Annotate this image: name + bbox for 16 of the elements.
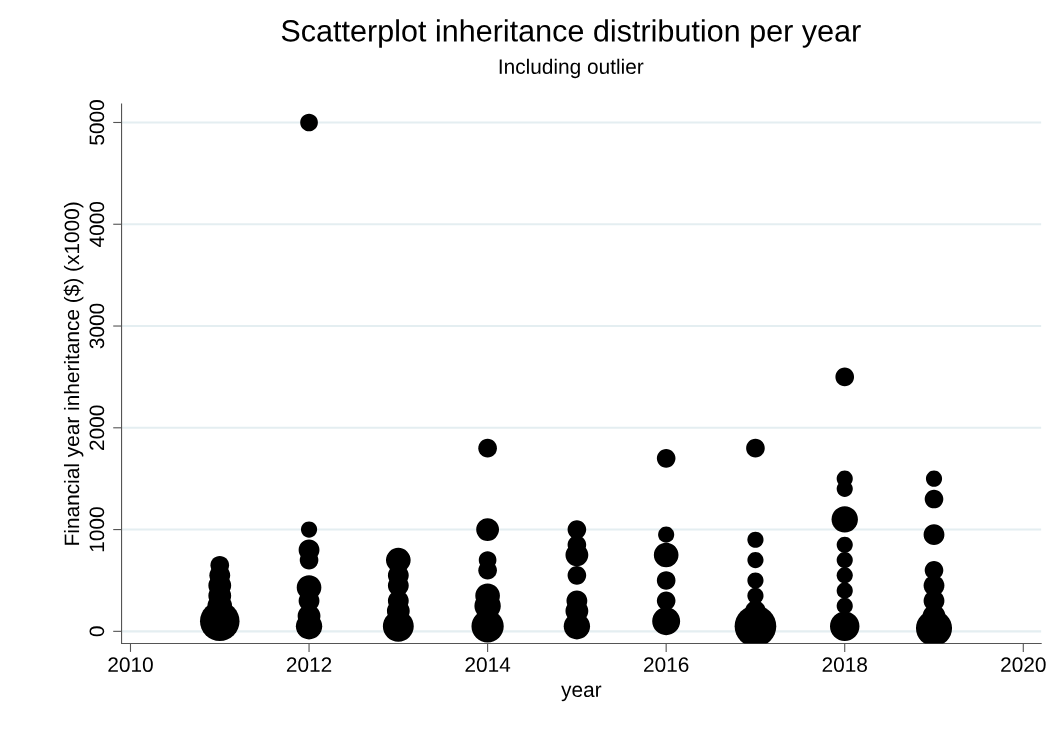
y-tick-label: 2000 bbox=[89, 405, 105, 450]
x-tick-label: 2016 bbox=[644, 657, 689, 673]
y-tick-label: 5000 bbox=[89, 100, 105, 145]
y-tick-label: 0 bbox=[89, 626, 105, 637]
x-axis-title: year bbox=[561, 685, 602, 702]
y-tick-label: 4000 bbox=[89, 201, 105, 247]
y-tick-label: 3000 bbox=[89, 303, 105, 349]
y-tick-label: 1000 bbox=[89, 507, 105, 552]
chart-subtitle: Including outlier bbox=[499, 58, 644, 79]
chart-title: Scatterplot inheritance distribution per year bbox=[281, 19, 861, 48]
x-tick-label: 2020 bbox=[1001, 657, 1046, 673]
x-tick-label: 2018 bbox=[822, 657, 867, 673]
x-tick-label: 2010 bbox=[108, 657, 153, 673]
x-tick-label: 2012 bbox=[286, 657, 332, 673]
x-tick-label: 2014 bbox=[465, 657, 511, 673]
y-axis-title: Financial year inheritance ($) (x1000) bbox=[63, 202, 84, 545]
